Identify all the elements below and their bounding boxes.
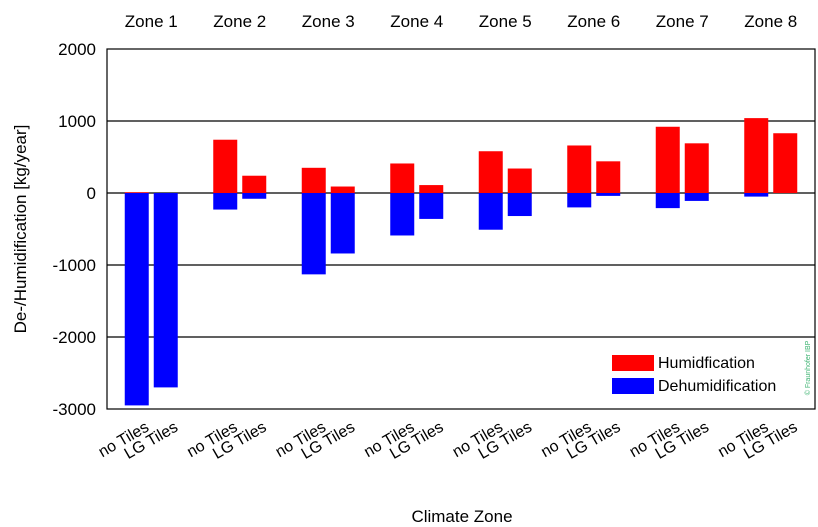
y-tick-label: 2000 [58, 40, 96, 59]
zone-label: Zone 7 [656, 12, 709, 31]
bar [655, 193, 680, 209]
bar [744, 118, 769, 193]
zone-label: Zone 5 [479, 12, 532, 31]
y-tick-label: -3000 [53, 400, 96, 419]
bar [596, 161, 621, 193]
y-tick-label: -1000 [53, 256, 96, 275]
bar [567, 193, 592, 208]
bar [478, 151, 503, 193]
zone-label: Zone 3 [302, 12, 355, 31]
y-tick-label: 1000 [58, 112, 96, 131]
y-tick-label: -2000 [53, 328, 96, 347]
bars [124, 118, 798, 406]
watermark: © Fraunhofer IBP [804, 340, 812, 395]
zone-labels: Zone 1 Zone 2 Zone 3 Zone 4 Zone 5 Zone 6 Zone… [125, 12, 797, 31]
zone-label: Zone 1 [125, 12, 178, 31]
gridlines [107, 120, 815, 338]
bar [744, 193, 769, 197]
y-axis-title: De-/Humidification [kg/year] [11, 125, 30, 334]
legend-label: Humidfication [658, 355, 755, 372]
bar [478, 193, 503, 230]
bar [684, 193, 709, 201]
bar [390, 193, 415, 236]
zone-label: Zone 6 [567, 12, 620, 31]
bar [507, 193, 532, 217]
y-tick-labels: 2000 1000 0 -1000 -2000 -3000 [53, 40, 96, 419]
legend-label: Dehumidification [658, 378, 776, 395]
zone-label: Zone 2 [213, 12, 266, 31]
bar [301, 167, 326, 193]
bar [655, 126, 680, 193]
legend-swatch [612, 355, 654, 371]
bar [330, 186, 355, 193]
legend: Humidfication Dehumidification [612, 355, 776, 395]
bar [596, 193, 621, 196]
bar [124, 192, 149, 193]
bar [242, 193, 267, 199]
zone-label: Zone 4 [390, 12, 443, 31]
bar [419, 193, 444, 219]
bar [213, 139, 238, 193]
legend-swatch [612, 378, 654, 394]
bar [419, 185, 444, 193]
bar [242, 175, 267, 193]
bar [301, 193, 326, 275]
zone-label: Zone 8 [744, 12, 797, 31]
y-tick-label: 0 [87, 184, 96, 203]
bar [567, 145, 592, 193]
bar [153, 193, 178, 388]
bar [330, 193, 355, 254]
bar [213, 193, 238, 210]
bar [684, 143, 709, 193]
bar [124, 193, 149, 406]
plot-frame [106, 48, 816, 410]
x-axis-title: Climate Zone [411, 507, 512, 526]
bar [773, 133, 798, 193]
bar [507, 168, 532, 193]
bar [390, 163, 415, 193]
